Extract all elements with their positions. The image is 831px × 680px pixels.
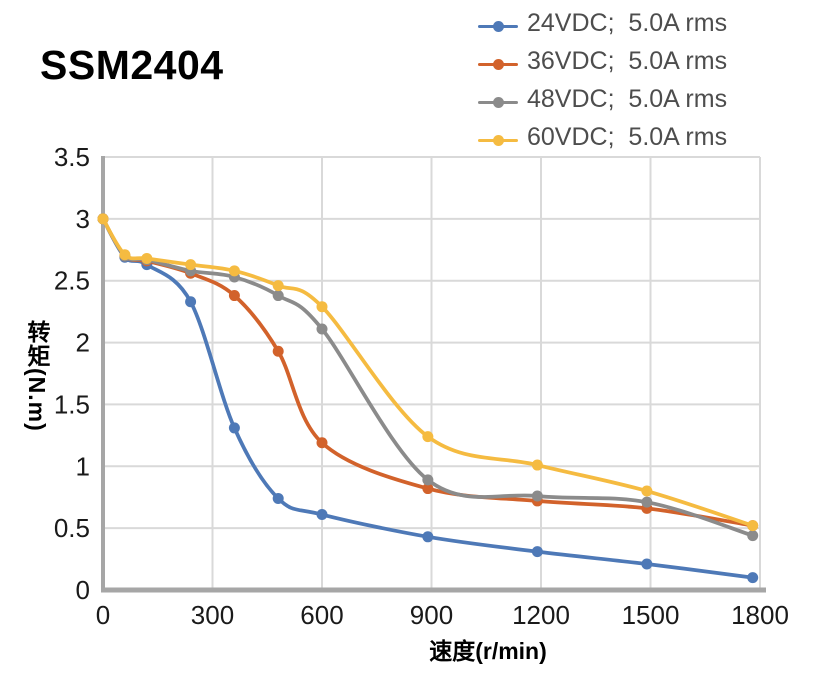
- legend-label: 24VDC; 5.0A rms: [527, 8, 728, 37]
- legend-label: 36VDC; 5.0A rms: [527, 46, 728, 75]
- data-point: [641, 496, 653, 508]
- y-tick-label: 0: [76, 575, 90, 605]
- data-point: [272, 280, 284, 292]
- data-point: [316, 301, 328, 313]
- series-3: [97, 213, 759, 532]
- legend-marker-icon: [478, 96, 518, 108]
- y-tick-label: 2: [76, 328, 90, 358]
- data-point: [531, 459, 543, 471]
- legend: 24VDC; 5.0A rms 36VDC; 5.0A rms 48VDC; 5.0…: [478, 4, 727, 156]
- legend-item: 48VDC; 5.0A rms: [478, 80, 727, 118]
- axes: [101, 156, 766, 593]
- y-tick-label: 3.5: [54, 142, 90, 172]
- legend-marker-icon: [478, 20, 518, 32]
- data-point: [422, 474, 434, 486]
- y-tick-label: 0.5: [54, 513, 90, 543]
- data-point: [272, 345, 284, 357]
- data-point: [422, 483, 434, 495]
- legend-item: 36VDC; 5.0A rms: [478, 42, 727, 80]
- data-point: [422, 531, 434, 543]
- y-tick-label: 1.5: [54, 389, 90, 419]
- data-point: [747, 572, 759, 584]
- gridlines: [102, 156, 761, 591]
- data-point: [747, 520, 759, 532]
- tick-labels: 0 300 600 900 1200 1500 1800 0 0.5 1 1.5 2 2.5 3 3.5: [54, 142, 789, 630]
- data-point: [228, 422, 240, 434]
- data-point: [97, 213, 109, 225]
- data-point: [228, 290, 240, 302]
- legend-label: 60VDC; 5.0A rms: [527, 122, 728, 151]
- x-tick-label: 1200: [512, 600, 570, 630]
- chart-title: SSM2404: [40, 42, 224, 88]
- data-point: [272, 492, 284, 504]
- data-point: [641, 485, 653, 497]
- y-tick-label: 1: [76, 451, 90, 481]
- x-tick-label: 1500: [622, 600, 680, 630]
- y-axis-title: 转矩(N.m): [24, 320, 50, 432]
- legend-label: 48VDC; 5.0A rms: [527, 84, 728, 113]
- y-tick-label: 2.5: [54, 266, 90, 296]
- legend-marker-icon: [478, 58, 518, 70]
- data-point: [185, 259, 197, 271]
- x-axis-title: 速度(r/min): [429, 638, 547, 664]
- data-point: [422, 431, 434, 443]
- data-point: [316, 437, 328, 449]
- legend-item: 24VDC; 5.0A rms: [478, 4, 727, 42]
- legend-marker-icon: [478, 134, 518, 146]
- data-point: [641, 558, 653, 570]
- x-tick-label: 900: [410, 600, 453, 630]
- legend-item: 60VDC; 5.0A rms: [478, 118, 727, 156]
- x-tick-label: 300: [191, 600, 234, 630]
- data-point: [747, 530, 759, 542]
- x-tick-label: 600: [300, 600, 343, 630]
- data-point: [228, 265, 240, 277]
- data-point: [531, 490, 543, 502]
- data-point: [272, 290, 284, 302]
- data-point: [531, 546, 543, 558]
- data-point: [185, 296, 197, 308]
- data-point: [141, 252, 153, 264]
- x-tick-label: 0: [96, 600, 110, 630]
- data-point: [316, 323, 328, 335]
- y-tick-label: 3: [76, 204, 90, 234]
- data-point: [316, 509, 328, 521]
- data-point: [119, 249, 131, 261]
- x-tick-label: 1800: [731, 600, 789, 630]
